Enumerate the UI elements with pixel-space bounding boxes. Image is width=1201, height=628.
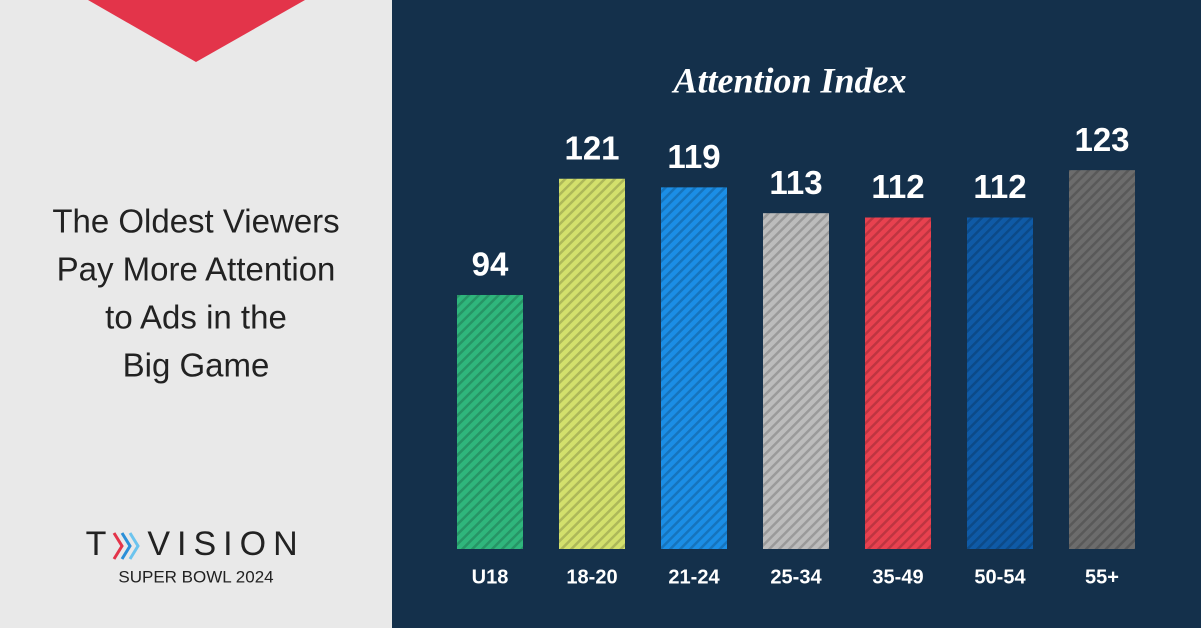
bar-hatch — [865, 217, 931, 549]
value-label: 113 — [769, 164, 822, 201]
bar-hatch — [1069, 170, 1135, 549]
x-tick-label: 35-49 — [872, 566, 923, 588]
left-panel — [0, 0, 392, 628]
x-tick-label: 18-20 — [566, 566, 617, 588]
bar-hatch — [763, 213, 829, 550]
x-tick-label: 21-24 — [668, 566, 720, 588]
value-label: 119 — [667, 138, 720, 175]
red-triangle — [88, 0, 305, 62]
value-label: 94 — [472, 246, 509, 283]
value-label: 121 — [564, 129, 619, 166]
headline: The Oldest Viewers Pay More Attention to… — [52, 203, 339, 384]
x-tick-label: 55+ — [1085, 566, 1119, 588]
headline-line: Big Game — [123, 347, 270, 384]
headline-line: to Ads in the — [105, 299, 287, 336]
logo-chevrons — [112, 532, 140, 560]
x-tick-label: 50-54 — [974, 566, 1026, 588]
logo-vision: VISION — [147, 525, 304, 563]
value-label: 112 — [973, 168, 1026, 205]
bar-hatch — [967, 217, 1033, 549]
value-label: 123 — [1074, 121, 1129, 158]
bar-hatch — [559, 178, 625, 549]
logo-t: T — [86, 525, 107, 563]
bar-hatch — [661, 187, 727, 549]
value-label: 112 — [871, 168, 924, 205]
chart-title: Attention Index — [671, 60, 906, 100]
x-tick-label: 25-34 — [770, 566, 822, 588]
headline-line: The Oldest Viewers — [52, 203, 339, 240]
headline-line: Pay More Attention — [57, 251, 336, 288]
x-tick-label: U18 — [472, 566, 509, 588]
logo-caption: SUPER BOWL 2024 — [118, 567, 273, 586]
bar-hatch — [457, 294, 523, 549]
